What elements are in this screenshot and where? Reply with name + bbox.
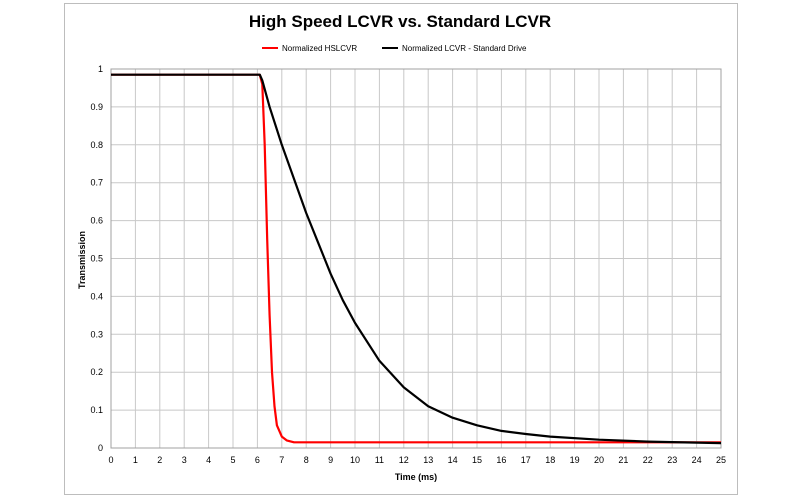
- plot-border: [110, 68, 722, 449]
- x-tick-label: 24: [692, 455, 702, 465]
- x-tick-label: 9: [328, 455, 333, 465]
- x-tick-labels: 0 1 2 3 4 5 6 7 8 9 10 11 12 13 14 15 16 17 18 19 20 21 22 23 24…: [108, 455, 726, 465]
- series-line-0: [111, 73, 721, 444]
- legend-label-hslcvr: Normalized HSLCVR: [282, 44, 357, 53]
- plot-grid: [110, 68, 722, 449]
- y-tick-label: 0.3: [90, 329, 103, 339]
- series-lines: [111, 73, 722, 445]
- y-tick-label: 0.9: [90, 102, 103, 112]
- y-tick-label: 0.5: [90, 254, 103, 264]
- x-tick-label: 6: [255, 455, 260, 465]
- x-tick-label: 25: [716, 455, 726, 465]
- y-tick-label: 0.6: [90, 216, 103, 226]
- chart-frame: [64, 3, 738, 495]
- y-tick-label: 0.4: [90, 291, 103, 301]
- x-tick-label: 18: [545, 455, 555, 465]
- x-axis-label: Time (ms): [395, 472, 437, 482]
- x-tick-label: 0: [108, 455, 113, 465]
- x-tick-label: 12: [399, 455, 409, 465]
- x-tick-label: 8: [304, 455, 309, 465]
- x-tick-label: 15: [472, 455, 482, 465]
- x-tick-label: 4: [206, 455, 211, 465]
- x-tick-label: 21: [618, 455, 628, 465]
- x-tick-label: 16: [496, 455, 506, 465]
- y-axis-label: Transmission: [77, 231, 87, 289]
- series-line-1: [111, 73, 722, 445]
- x-tick-label: 23: [667, 455, 677, 465]
- y-tick-label: 0.1: [90, 405, 103, 415]
- y-tick-label: 0: [98, 443, 103, 453]
- x-tick-label: 13: [423, 455, 433, 465]
- y-tick-labels: 0 0.1 0.2 0.3 0.4 0.5 0.6 0.7 0.8 0.9 1: [90, 64, 103, 453]
- legend-label-standard: Normalized LCVR - Standard Drive: [402, 44, 527, 53]
- x-tick-label: 17: [521, 455, 531, 465]
- y-tick-label: 0.2: [90, 367, 103, 377]
- x-tick-label: 19: [570, 455, 580, 465]
- legend: Normalized HSLCVR Normalized LCVR - Stan…: [262, 44, 527, 53]
- x-tick-label: 11: [375, 455, 384, 465]
- x-tick-label: 22: [643, 455, 653, 465]
- x-tick-label: 10: [350, 455, 360, 465]
- chart-title: High Speed LCVR vs. Standard LCVR: [249, 12, 551, 31]
- y-tick-label: 0.7: [90, 178, 103, 188]
- y-tick-label: 1: [98, 64, 103, 74]
- x-tick-label: 5: [230, 455, 235, 465]
- y-tick-label: 0.8: [90, 140, 103, 150]
- x-tick-label: 14: [448, 455, 458, 465]
- x-tick-label: 20: [594, 455, 604, 465]
- x-tick-label: 3: [182, 455, 187, 465]
- x-tick-label: 7: [279, 455, 284, 465]
- x-tick-label: 2: [157, 455, 162, 465]
- x-tick-label: 1: [133, 455, 138, 465]
